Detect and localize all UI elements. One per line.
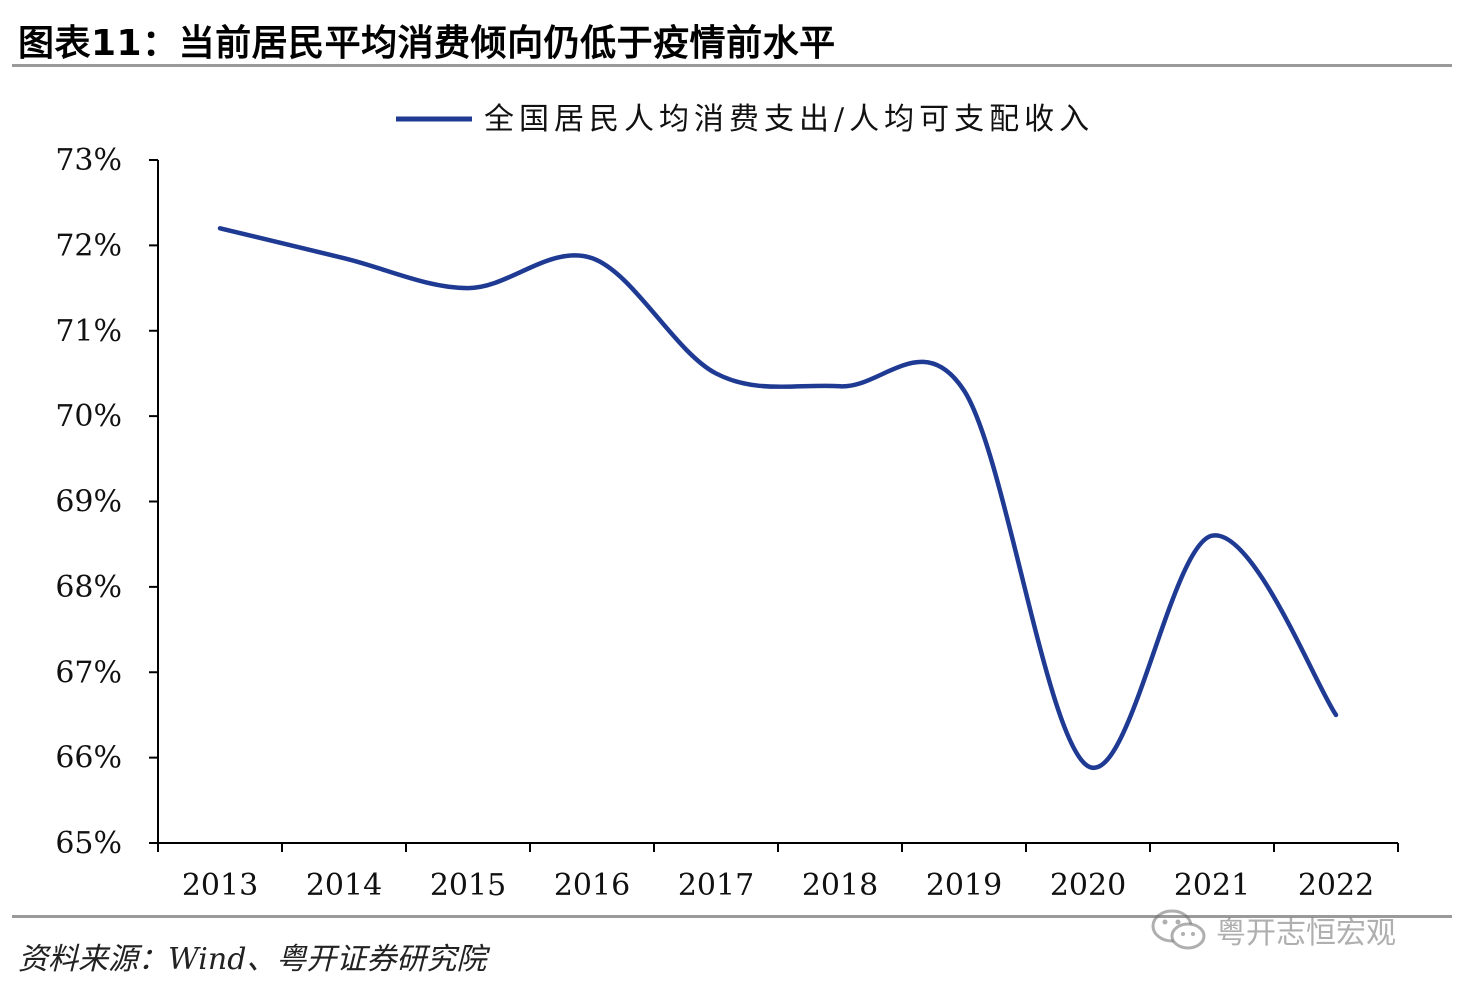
x-tick-label: 2016 (554, 868, 630, 903)
y-tick-label: 71% (55, 314, 122, 349)
watermark-text: 粤开志恒宏观 (1216, 916, 1396, 951)
x-tick-label: 2019 (926, 868, 1002, 903)
data-point (838, 384, 842, 388)
data-point (1334, 713, 1338, 717)
data-point (1086, 764, 1090, 768)
series-points (218, 226, 1338, 768)
data-point (218, 226, 222, 230)
title-rule (12, 64, 1452, 67)
data-point (466, 286, 470, 290)
x-tick-label: 2018 (802, 868, 878, 903)
x-tick-label: 2017 (678, 868, 754, 903)
figure-title: 图表11：当前居民平均消费倾向仍低于疫情前水平 (18, 23, 836, 64)
legend: 全国居民人均消费支出/人均可支配收入 (396, 102, 1094, 137)
y-tick-label: 66% (55, 741, 122, 776)
x-axis: 2013 2014 2015 2016 2017 2018 2019 2020 2021 2022 (157, 843, 1399, 903)
source-note: 资料来源：Wind、粤开证券研究院 (18, 942, 487, 977)
y-tick-label: 70% (55, 399, 122, 434)
y-tick-label: 68% (55, 570, 122, 605)
data-point (1210, 534, 1214, 538)
data-point (590, 256, 594, 260)
x-tick-label: 2014 (306, 868, 382, 903)
x-tick-label: 2021 (1174, 868, 1250, 903)
axes (157, 160, 1398, 844)
legend-label: 全国居民人均消费支出/人均可支配收入 (484, 102, 1094, 137)
y-tick-label: 65% (55, 826, 122, 861)
data-point (714, 371, 718, 375)
wechat-icon (1151, 909, 1206, 950)
x-tick-label: 2020 (1050, 868, 1126, 903)
y-tick-label: 69% (55, 485, 122, 520)
footer-rule (12, 915, 1452, 918)
y-tick-label: 67% (55, 655, 122, 690)
watermark: 粤开志恒宏观 (1150, 905, 1396, 955)
data-point (342, 256, 346, 260)
y-axis: 65% 66% 67% 68% 69% 70% 71% 72% 73% (55, 143, 158, 861)
y-tick-label: 73% (55, 143, 122, 178)
series-line (217, 226, 1339, 770)
y-tick-label: 72% (55, 228, 122, 263)
x-tick-label: 2013 (182, 868, 258, 903)
data-point (962, 389, 966, 393)
x-tick-label: 2022 (1298, 868, 1374, 903)
x-tick-label: 2015 (430, 868, 506, 903)
